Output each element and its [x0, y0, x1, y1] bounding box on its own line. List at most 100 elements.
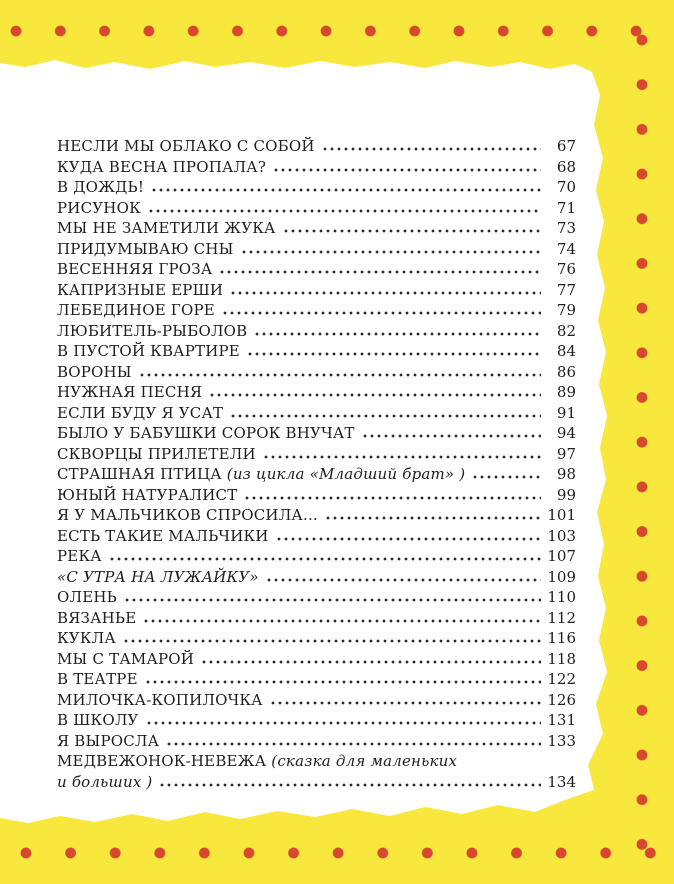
toc-entry: КУДА ВЕСНА ПРОПАЛА? 68 [57, 157, 576, 178]
toc-entry-title: ПРИДУМЫВАЮ СНЫ [57, 239, 234, 258]
toc-entry-title: НЕСЛИ МЫ ОБЛАКО С СОБОЙ [57, 137, 315, 155]
toc-entry-title: РИСУНОК [57, 198, 141, 217]
toc-entry: РЕКА 107 [57, 546, 576, 567]
toc-entry: ЕСЛИ БУДУ Я УСАТ 91 [57, 403, 576, 424]
dot-leader [241, 249, 541, 254]
table-of-contents: НЕСЛИ МЫ ОБЛАКО С СОБОЙ 67 КУДА ВЕСНА ПРОП… [57, 136, 576, 792]
toc-entry-title: Я ВЫРОСЛА [57, 731, 160, 750]
toc-entry: ОЛЕНЬ 110 [57, 587, 576, 608]
dot-leader [473, 475, 541, 479]
dot-leader [220, 270, 541, 274]
dot-leader [222, 311, 541, 315]
dot-leader [283, 229, 541, 233]
toc-entry: МЕДВЕЖОНОК-НЕВЕЖА (сказка для маленьких [57, 751, 576, 772]
toc-entry-page: 86 [556, 362, 576, 381]
dot-leader [202, 659, 541, 664]
toc-entry: В ПУСТОЙ КВАРТИРЕ 84 [57, 341, 576, 362]
toc-entry: ВОРОНЫ 86 [57, 362, 576, 383]
toc-entry: «С УТРА НА ЛУЖАЙКУ» 109 [57, 567, 576, 588]
toc-entry-page: 116 [547, 629, 576, 647]
dot-leader [266, 577, 541, 582]
toc-entry-title: ВЯЗАНЬЕ [57, 608, 137, 627]
toc-entry-title: ЕСЛИ БУДУ Я УСАТ [57, 403, 224, 422]
toc-entry-title: ОЛЕНЬ [57, 588, 117, 606]
toc-entry-title: БЫЛО У БАБУШКИ СОРОК ВНУЧАТ [57, 424, 355, 442]
toc-entry-page: 70 [556, 178, 576, 196]
toc-entry-page: 73 [556, 219, 576, 237]
toc-entry: ЛЮБИТЕЛЬ-РЫБОЛОВ 82 [57, 321, 576, 342]
toc-entry: Я У МАЛЬЧИКОВ СПРОСИЛА... 101 [57, 505, 576, 526]
dot-leader [325, 516, 541, 520]
toc-entry-note: и больших ) [57, 772, 153, 791]
dot-leader [245, 495, 541, 500]
toc-entry-title: МЫ НЕ ЗАМЕТИЛИ ЖУКА [57, 219, 276, 237]
toc-entry-page: 101 [547, 506, 576, 524]
toc-entry-page: 126 [547, 690, 576, 709]
dot-leader [210, 393, 541, 397]
toc-entry-title: МЫ С ТАМАРОЙ [57, 649, 195, 668]
dot-leader [231, 413, 541, 418]
dot-leader [160, 782, 541, 787]
border-dots-bottom [20, 847, 674, 859]
dot-leader [124, 598, 541, 602]
dot-leader [255, 331, 541, 336]
toc-entry-title: ЛЕБЕДИНОЕ ГОРЕ [57, 301, 215, 319]
toc-entry-continuation: и больших ) 134 [57, 772, 576, 793]
torn-paper-sheet [0, 60, 607, 823]
toc-entry-page: 107 [547, 547, 576, 565]
border-dots-top [10, 25, 674, 37]
border-dots-right [636, 34, 648, 854]
toc-entry: РИСУНОК 71 [57, 198, 576, 219]
toc-entry: В ТЕАТРЕ 122 [57, 669, 576, 690]
toc-entry-page: 134 [547, 772, 576, 791]
toc-entry-page: 131 [547, 711, 576, 729]
dot-leader [322, 147, 541, 151]
toc-entry-title: ЕСТЬ ТАКИЕ МАЛЬЧИКИ [57, 526, 269, 545]
toc-entry: НЕСЛИ МЫ ОБЛАКО С СОБОЙ 67 [57, 136, 576, 157]
toc-entry-title: В ДОЖДЬ! [57, 178, 145, 196]
toc-entry: ЮНЫЙ НАТУРАЛИСТ 99 [57, 485, 576, 506]
toc-entry-page: 103 [547, 526, 576, 545]
dot-leader [144, 618, 541, 623]
dot-leader [109, 557, 541, 561]
toc-entry-title: МИЛОЧКА-КОПИЛОЧКА [57, 690, 263, 709]
toc-entry-page: 133 [547, 731, 576, 750]
toc-entry-page: 98 [556, 465, 576, 483]
toc-entry-note: (сказка для маленьких [266, 752, 458, 770]
toc-entry-title: КУКЛА [57, 629, 116, 647]
toc-entry: КУКЛА 116 [57, 628, 576, 649]
toc-entry: МИЛОЧКА-КОПИЛОЧКА 126 [57, 690, 576, 711]
toc-entry-title: В ШКОЛУ [57, 711, 139, 729]
toc-entry-page: 79 [556, 301, 576, 319]
toc-entry-page: 99 [556, 485, 576, 504]
toc-entry-page: 122 [547, 670, 576, 688]
toc-entry-page: 94 [556, 424, 576, 442]
toc-entry: ВЕСЕННЯЯ ГРОЗА 76 [57, 259, 576, 280]
toc-entry-page: 89 [556, 383, 576, 401]
toc-entry-page: 68 [556, 157, 576, 176]
toc-entry-page: 110 [547, 588, 576, 606]
toc-entry: БЫЛО У БАБУШКИ СОРОК ВНУЧАТ 94 [57, 423, 576, 444]
toc-entry-page: 74 [556, 239, 576, 258]
toc-entry-title: ЛЮБИТЕЛЬ-РЫБОЛОВ [57, 321, 248, 340]
toc-entry: ЛЕБЕДИНОЕ ГОРЕ 79 [57, 300, 576, 321]
toc-entry-title: ВОРОНЫ [57, 362, 132, 381]
dot-leader [276, 536, 541, 541]
toc-entry-page: 84 [556, 342, 576, 360]
toc-entry-page: 97 [556, 444, 576, 463]
dot-leader [263, 454, 541, 459]
toc-entry-title: Я У МАЛЬЧИКОВ СПРОСИЛА... [57, 506, 318, 524]
dot-leader [167, 741, 541, 746]
toc-entry: СКВОРЦЫ ПРИЛЕТЕЛИ 97 [57, 444, 576, 465]
toc-entry: НУЖНАЯ ПЕСНЯ 89 [57, 382, 576, 403]
dot-leader [274, 167, 541, 172]
toc-entry-title: МЕДВЕЖОНОК-НЕВЕЖА (сказка для маленьких [57, 752, 458, 770]
toc-entry: МЫ НЕ ЗАМЕТИЛИ ЖУКА 73 [57, 218, 576, 239]
toc-entry-page: 71 [556, 198, 576, 217]
toc-entry: КАПРИЗНЫЕ ЕРШИ 77 [57, 280, 576, 301]
dot-leader [123, 639, 541, 643]
toc-entry-title: В ПУСТОЙ КВАРТИРЕ [57, 342, 240, 360]
toc-entry: МЫ С ТАМАРОЙ 118 [57, 649, 576, 670]
toc-entry-title: «С УТРА НА ЛУЖАЙКУ» [57, 567, 259, 586]
